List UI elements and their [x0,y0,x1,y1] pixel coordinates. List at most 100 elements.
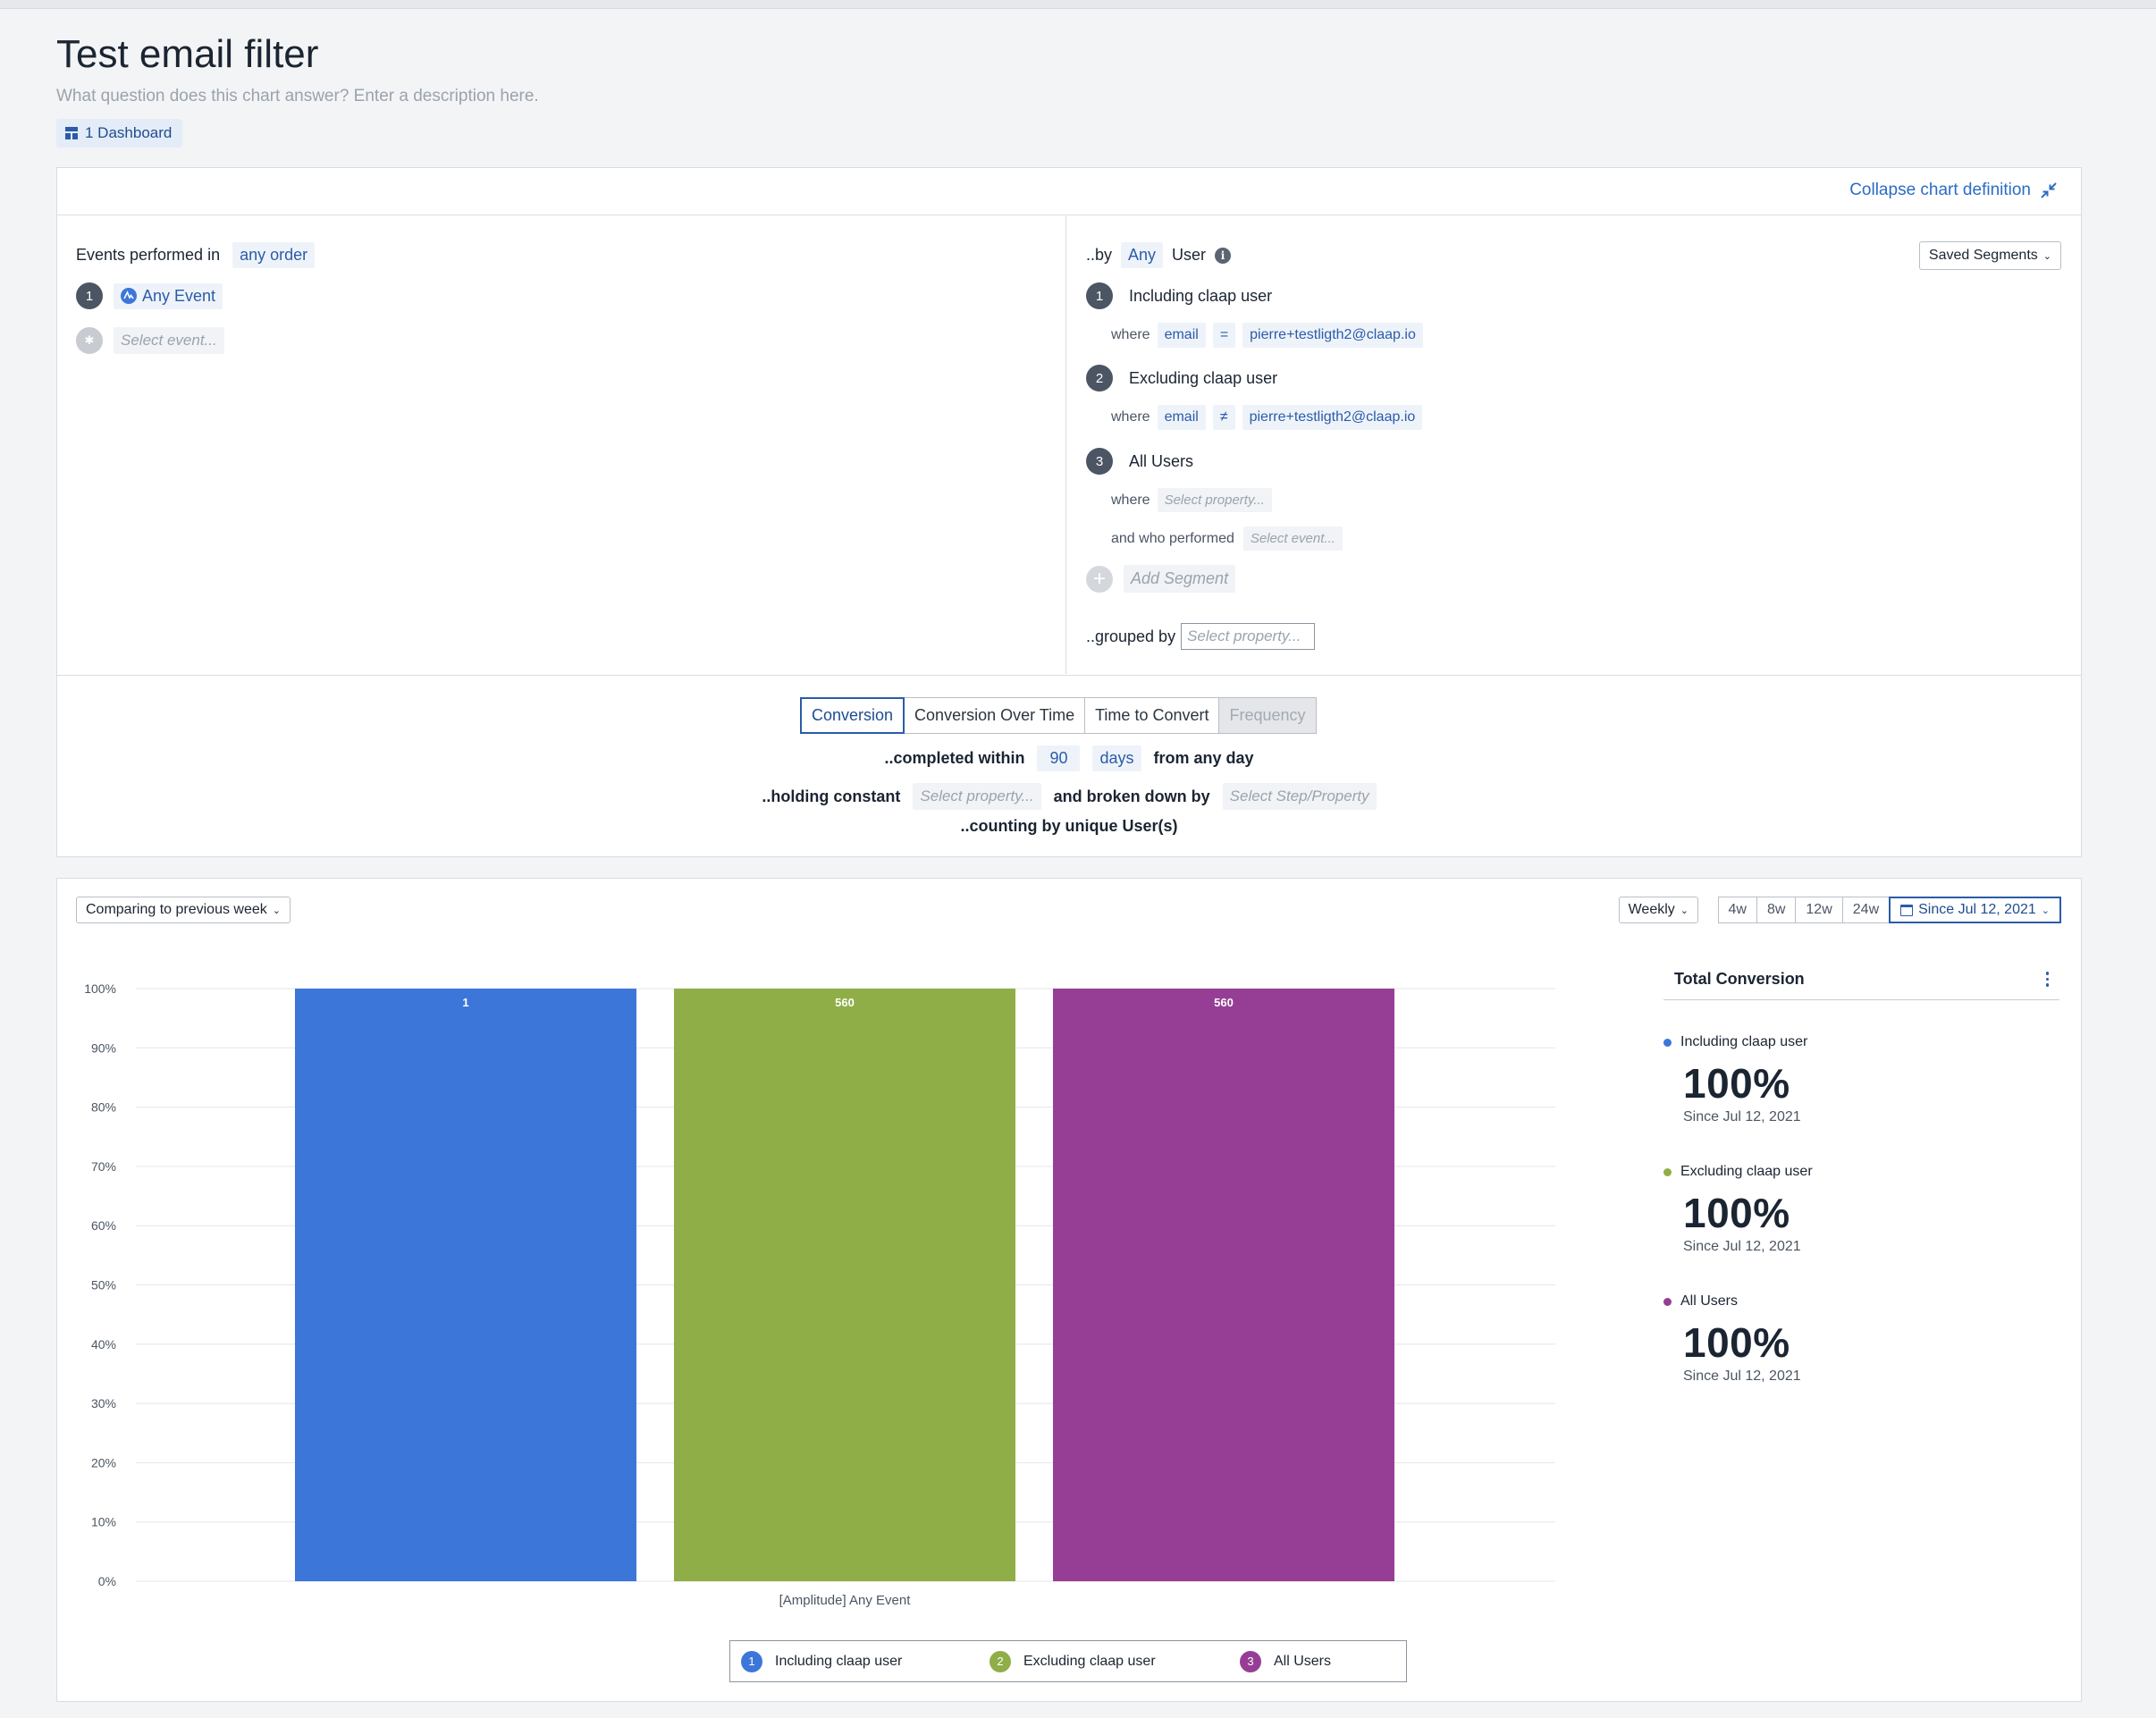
interval-dropdown[interactable]: Weekly ⌄ [1618,897,1698,923]
broken-down-by-input[interactable]: Select Step/Property [1222,783,1377,810]
segment-name[interactable]: All Users [1129,451,1194,470]
legend-item-excluding[interactable]: 2 Excluding claap user [990,1650,1156,1672]
operator-chip[interactable]: = [1212,323,1236,348]
segment-3[interactable]: 3 All Users [1086,448,1193,475]
tab-conversion-over-time[interactable]: Conversion Over Time [904,697,1086,734]
segment-2[interactable]: 2 Excluding claap user [1086,365,1277,392]
x-category-label: [Amplitude] Any Event [779,1593,912,1608]
legend-label: All Users [1274,1653,1332,1669]
y-tick-label: 0% [98,1574,116,1588]
new-step-icon: ✱ [76,327,103,354]
chart-legend: 1 Including claap user 2 Excluding claap… [729,1640,1407,1682]
broken-down-by-label: and broken down by [1053,787,1210,805]
events-column: Events performed in any order 1 Any Even… [57,216,1066,674]
legend-label: Including claap user [775,1653,903,1669]
metric-value: 100% [1683,1060,1790,1107]
y-tick-label: 50% [91,1278,116,1293]
tab-frequency[interactable]: Frequency [1218,697,1317,734]
y-tick-label: 40% [91,1337,116,1352]
from-any-day-label[interactable]: from any day [1153,749,1254,767]
where-label: where [1111,492,1150,508]
collapse-arrows-icon [2041,182,2057,198]
metric-all-users: All Users 100% Since Jul 12, 2021 [1663,1293,1801,1385]
metric-excluding: Excluding claap user 100% Since Jul 12, … [1663,1164,1813,1255]
holding-constant-input[interactable]: Select property... [913,783,1041,810]
plus-icon: + [1086,565,1113,593]
range-8w[interactable]: 8w [1756,897,1797,923]
event-order-dropdown[interactable]: any order [232,242,316,268]
tab-time-to-convert[interactable]: Time to Convert [1084,697,1220,734]
bar-3 [1053,989,1394,1581]
dashboard-chip[interactable]: 1 Dashboard [56,119,183,147]
range-12w[interactable]: 12w [1795,897,1843,923]
total-conversion-title: Total Conversion [1674,970,1805,988]
event-step-any-event[interactable]: Any Event [114,282,223,309]
chevron-down-icon: ⌄ [2041,905,2050,916]
metric-since: Since Jul 12, 2021 [1683,1239,1801,1254]
add-segment-row[interactable]: + Add Segment [1086,565,1236,593]
segment-1[interactable]: 1 Including claap user [1086,282,1272,309]
value-chip[interactable]: pierre+testligth2@claap.io [1242,405,1423,430]
analysis-tabs: Conversion Conversion Over Time Time to … [800,697,1317,734]
select-event-input[interactable]: Select event... [1242,526,1343,551]
segment-name[interactable]: Including claap user [1129,286,1273,305]
more-options-icon[interactable] [2045,972,2049,987]
events-performed-label: Events performed in [76,246,221,264]
collapse-chart-definition-link[interactable]: Collapse chart definition [1849,181,2058,200]
funnel-options: Conversion Conversion Over Time Time to … [57,675,2081,857]
range-24w[interactable]: 24w [1841,897,1891,923]
property-chip[interactable]: email [1157,405,1206,430]
conversion-window-input[interactable]: 90 [1037,745,1081,771]
collapse-label: Collapse chart definition [1849,181,2031,199]
select-event-input[interactable]: Select event... [114,327,224,354]
series-dot [1663,1297,1672,1306]
conversion-bar-chart: 0% 10% 20% 30% 40% 50% 60% 70% 80% 90% 100% 1 560 560… [84,981,1555,1608]
compare-dropdown[interactable]: Comparing to previous week ⌄ [76,897,291,923]
total-conversion-panel: Total Conversion Including claap user 10… [1663,959,2059,1384]
segments-column: ..by Any User i Saved Segments ⌄ 1 Inclu… [1067,216,2081,674]
y-tick-label: 60% [91,1218,116,1233]
counting-by-label[interactable]: ..counting by unique User(s) [960,817,1178,835]
segment-number-badge: 1 [1086,282,1113,309]
y-tick-label: 80% [91,1100,116,1115]
metric-since: Since Jul 12, 2021 [1683,1369,1801,1384]
completed-within-label: ..completed within [884,749,1025,767]
y-tick-label: 100% [84,981,116,996]
y-tick-label: 30% [91,1396,116,1411]
series-dot [1663,1038,1672,1047]
page-title[interactable]: Test email filter [56,32,319,76]
grouped-by-input[interactable]: Select property... [1181,623,1316,650]
saved-segments-button[interactable]: Saved Segments ⌄ [1918,241,2061,270]
select-property-input[interactable]: Select property... [1157,488,1272,512]
y-tick-label: 20% [91,1455,116,1470]
range-since-button[interactable]: Since Jul 12, 2021 ⌄ [1889,897,2061,923]
amplitude-event-icon [121,288,137,304]
chart-definition-panel: Collapse chart definition Events perform… [56,167,2082,857]
by-any-dropdown[interactable]: Any [1121,242,1164,268]
date-range-group: 4w 8w 12w 24w Since Jul 12, 2021 ⌄ [1717,897,2061,923]
conversion-window-unit[interactable]: days [1092,745,1141,771]
chart-description-input[interactable]: What question does this chart answer? En… [56,87,539,105]
y-tick-label: 70% [91,1159,116,1174]
bar-data-label: 560 [1214,996,1234,1009]
tab-conversion[interactable]: Conversion [800,697,905,734]
metric-name: Including claap user [1680,1034,1808,1049]
legend-label: Excluding claap user [1023,1653,1156,1669]
metric-since: Since Jul 12, 2021 [1683,1109,1801,1124]
chevron-down-icon: ⌄ [1680,905,1689,916]
chart-panel: Comparing to previous week ⌄ Weekly ⌄ 4w… [56,878,2082,1702]
add-segment-button[interactable]: Add Segment [1124,565,1236,593]
range-4w[interactable]: 4w [1717,897,1757,923]
legend-item-all-users[interactable]: 3 All Users [1240,1650,1332,1672]
property-chip[interactable]: email [1157,323,1206,348]
by-label: ..by [1086,246,1113,264]
bar-1 [295,989,636,1581]
segment-name[interactable]: Excluding claap user [1129,368,1278,387]
info-icon[interactable]: i [1215,247,1232,264]
value-chip[interactable]: pierre+testligth2@claap.io [1242,323,1423,348]
operator-chip[interactable]: ≠ [1212,405,1235,430]
legend-item-including[interactable]: 1 Including claap user [741,1650,903,1672]
calendar-icon [1900,904,1914,916]
top-bar [0,0,2156,9]
metric-value: 100% [1683,1190,1790,1236]
